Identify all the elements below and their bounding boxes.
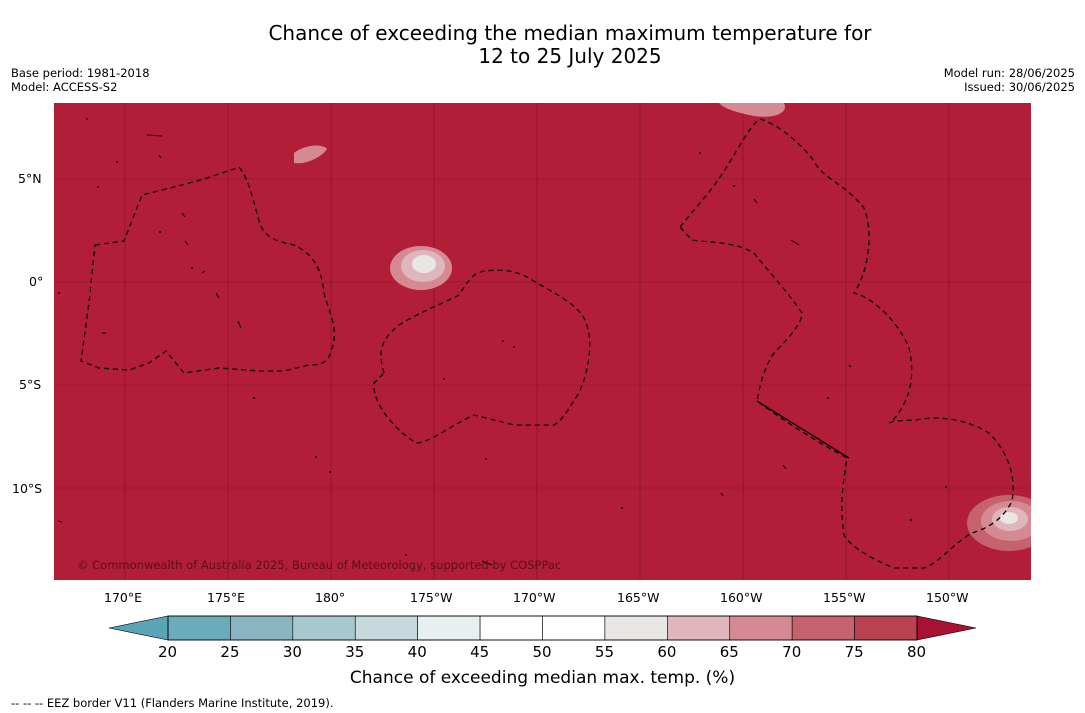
colorbar-segment	[417, 615, 481, 641]
model-name: Model: ACCESS-S2	[11, 80, 118, 94]
colorbar-under-arrow	[108, 615, 169, 641]
lon-label-170w: 170°W	[513, 590, 556, 605]
colorbar-tick-label: 50	[532, 643, 552, 661]
colorbar-tick-label: 60	[657, 643, 677, 661]
colorbar-tick-label: 65	[719, 643, 739, 661]
colorbar-segment	[791, 615, 855, 641]
colorbar-tick-label: 45	[470, 643, 490, 661]
colorbar-tick-label: 35	[345, 643, 365, 661]
lat-label-10s: 10°S	[12, 481, 43, 496]
colorbar-segment	[604, 615, 668, 641]
lat-label-0: 0°	[29, 274, 44, 289]
lon-label-175e: 175°E	[207, 590, 246, 605]
meta-right: Model run: 28/06/2025 Issued: 30/06/2025	[944, 66, 1075, 94]
colorbar-tick-label: 25	[220, 643, 240, 661]
map-panel: © Commonwealth of Australia 2025, Bureau…	[54, 103, 1031, 580]
graticule	[54, 103, 1031, 580]
colorbar-segment	[854, 615, 918, 641]
anomaly-patches	[294, 103, 1031, 551]
colorbar-tick-label: 20	[158, 643, 178, 661]
colorbar-segment	[292, 615, 356, 641]
eez-legend-note: -- -- -- EEZ border V11 (Flanders Marine…	[11, 696, 334, 710]
colorbar-segments	[167, 615, 918, 641]
island-dots	[58, 118, 947, 556]
chart-title: Chance of exceeding the median maximum t…	[0, 22, 1085, 68]
lon-label-170e: 170°E	[104, 590, 143, 605]
title-line-2: 12 to 25 July 2025	[478, 44, 662, 68]
islands	[57, 134, 852, 566]
lon-label-160w: 160°W	[720, 590, 763, 605]
copyright-note: © Commonwealth of Australia 2025, Bureau…	[77, 558, 562, 572]
eez-solid-segment	[756, 400, 850, 459]
colorbar-tick-label: 40	[407, 643, 427, 661]
base-period: Base period: 1981-2018	[11, 66, 150, 80]
colorbar-tick-label: 70	[782, 643, 802, 661]
lon-label-175w: 175°W	[410, 590, 453, 605]
colorbar	[108, 615, 977, 641]
lon-label-150w: 150°W	[926, 590, 969, 605]
lon-label-155w: 155°W	[823, 590, 866, 605]
colorbar-title: Chance of exceeding median max. temp. (%…	[349, 668, 736, 688]
colorbar-tick-label: 30	[282, 643, 302, 661]
colorbar-frame	[167, 615, 918, 641]
lon-label-165w: 165°W	[617, 590, 660, 605]
colorbar-tick-label: 55	[594, 643, 614, 661]
meta-left: Base period: 1981-2018 Model: ACCESS-S2	[11, 66, 150, 94]
map-svg	[54, 103, 1031, 580]
model-run: Model run: 28/06/2025	[943, 66, 1075, 80]
title-line-1: Chance of exceeding the median maximum t…	[268, 21, 872, 45]
colorbar-segment	[667, 615, 731, 641]
lon-label-180: 180°	[315, 590, 346, 605]
lat-label-5s: 5°S	[19, 377, 42, 392]
colorbar-segment	[354, 615, 418, 641]
colorbar-segment	[167, 615, 231, 641]
lat-label-5n: 5°N	[18, 171, 42, 186]
colorbar-tick-label: 80	[907, 643, 927, 661]
colorbar-segment	[230, 615, 294, 641]
colorbar-tick-label: 75	[844, 643, 864, 661]
colorbar-segment	[542, 615, 606, 641]
colorbar-segment	[479, 615, 543, 641]
eez-borders	[80, 118, 1014, 569]
colorbar-segment	[729, 615, 793, 641]
issued-date: Issued: 30/06/2025	[964, 80, 1075, 94]
colorbar-over-arrow	[916, 615, 977, 641]
